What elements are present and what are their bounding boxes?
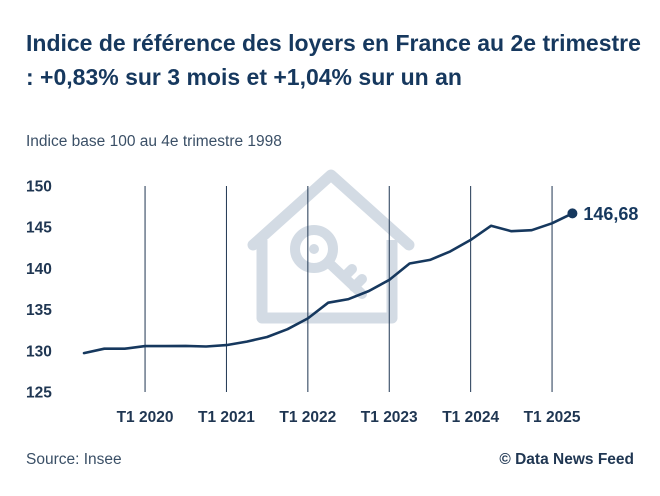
x-tick-label: T1 2025 bbox=[524, 409, 581, 426]
y-tick-label: 150 bbox=[26, 179, 52, 196]
chart-title: Indice de référence des loyers en France… bbox=[26, 30, 641, 90]
series-line bbox=[82, 212, 574, 355]
last-point-marker bbox=[567, 208, 578, 219]
copyright-note: © Data News Feed bbox=[499, 451, 634, 468]
y-tick-label: 140 bbox=[26, 261, 52, 278]
y-tick-label: 125 bbox=[26, 385, 52, 402]
x-tick-label: T1 2021 bbox=[198, 409, 255, 426]
x-tick-label: T1 2022 bbox=[279, 409, 336, 426]
chart-subtitle: Indice base 100 au 4e trimestre 1998 bbox=[26, 133, 282, 150]
source-note: Source: Insee bbox=[26, 451, 122, 468]
x-tick-label: T1 2023 bbox=[361, 409, 418, 426]
x-tick-label: T1 2020 bbox=[117, 409, 174, 426]
last-value-label: 146,68 bbox=[583, 204, 638, 224]
x-tick-label: T1 2024 bbox=[442, 409, 499, 426]
y-tick-label: 145 bbox=[26, 220, 52, 237]
y-tick-label: 135 bbox=[26, 302, 52, 319]
y-tick-label: 130 bbox=[26, 343, 52, 360]
house-key-icon bbox=[247, 169, 415, 324]
